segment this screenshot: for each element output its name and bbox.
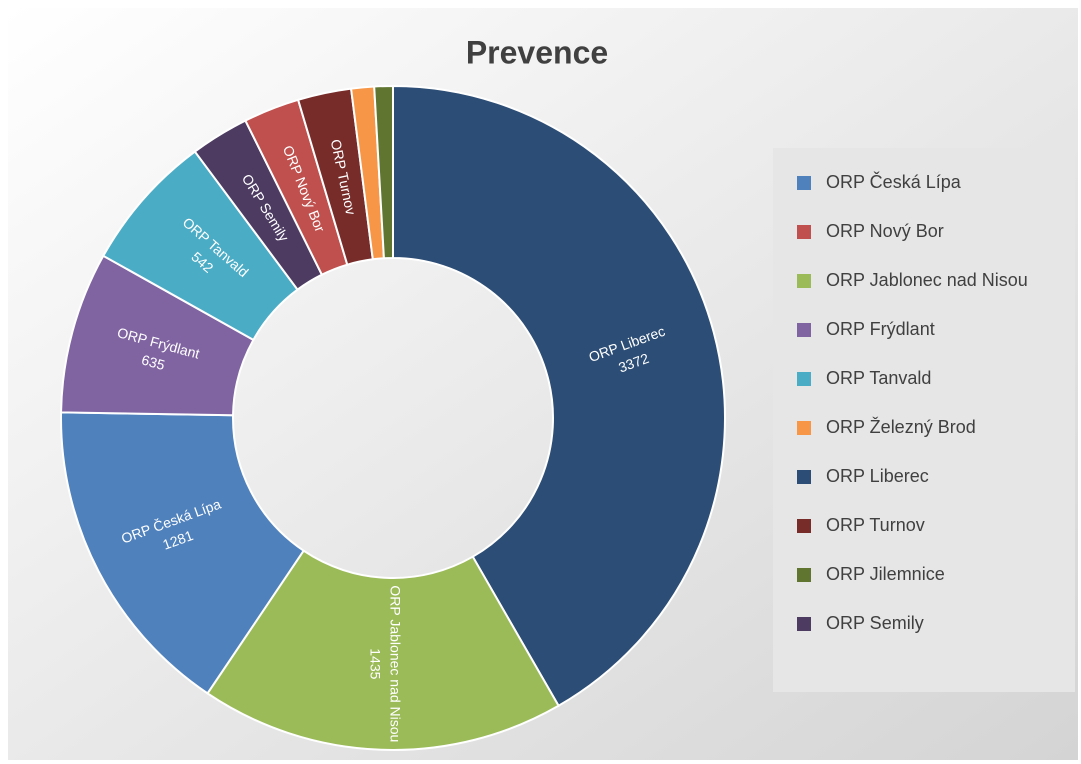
legend-label: ORP Tanvald (826, 368, 931, 388)
legend-swatch (797, 568, 811, 582)
slice (392, 84, 726, 708)
slice (60, 411, 306, 695)
legend-label: ORP Nový Bor (826, 221, 944, 241)
legend-swatch (797, 372, 811, 386)
legend-label: ORP Česká Lípa (826, 171, 962, 192)
legend-box (773, 148, 1075, 692)
legend-swatch (797, 176, 811, 190)
slice-label: ORP Jablonec nad Nisou (388, 585, 404, 742)
legend-label: ORP Železný Brod (826, 417, 976, 437)
slice-value-label: 635 (140, 352, 167, 374)
legend-swatch (797, 323, 811, 337)
legend-label: ORP Turnov (826, 515, 925, 535)
slice-value-label: 1435 (368, 648, 384, 679)
legend-label: ORP Liberec (826, 466, 929, 486)
legend-swatch (797, 421, 811, 435)
slice (206, 549, 560, 751)
slice (373, 84, 394, 260)
legend-swatch (797, 617, 811, 631)
legend-label: ORP Semily (826, 613, 924, 633)
legend-label: ORP Frýdlant (826, 319, 935, 339)
legend-swatch (797, 470, 811, 484)
legend-label: ORP Jablonec nad Nisou (826, 270, 1028, 290)
legend-swatch (797, 274, 811, 288)
legend-swatch (797, 519, 811, 533)
legend-label: ORP Jilemnice (826, 564, 945, 584)
legend-swatch (797, 225, 811, 239)
chart-title: Prevence (466, 34, 608, 70)
